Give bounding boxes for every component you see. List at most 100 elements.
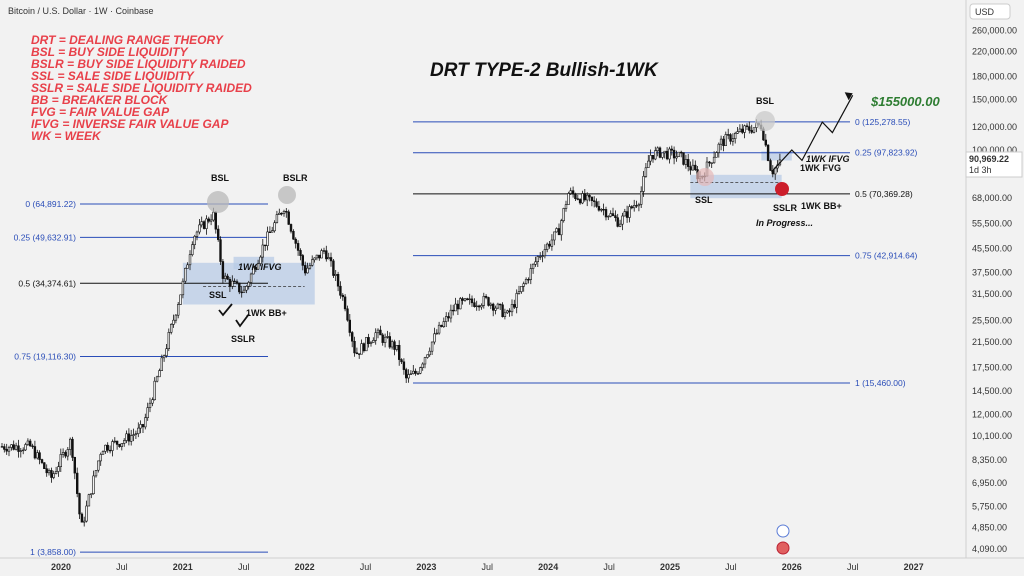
candle-body-233 — [548, 243, 551, 247]
time-tick-9: Jul — [603, 562, 615, 572]
candle-body-179 — [421, 363, 424, 369]
candle-body-103 — [242, 289, 246, 293]
candles-layer — [0, 119, 782, 527]
currency-badge[interactable] — [969, 3, 1011, 20]
candle-body-95 — [224, 275, 227, 279]
price-axis[interactable]: 260,000.00 220,000.00 180,000.00 150,000.00… — [972, 26, 1017, 554]
candle-body-111 — [261, 244, 264, 258]
bslr-label: BSLR — [283, 173, 308, 183]
candle-body-304 — [715, 152, 718, 158]
candle-body-166 — [390, 341, 394, 348]
candle-body-42 — [99, 454, 102, 462]
candle-body-119 — [280, 212, 283, 215]
candle-body-26 — [61, 452, 65, 455]
legend-line-8: WK = WEEK — [31, 129, 102, 143]
candle-body-164 — [386, 336, 389, 338]
last-price-tag[interactable] — [965, 151, 1023, 178]
price-tick-7: 55,500.00 — [972, 219, 1012, 229]
candle-body-5 — [12, 444, 15, 450]
price-tick-20: 4,850.00 — [972, 523, 1007, 533]
candle-body-197 — [463, 298, 467, 301]
candle-body-256 — [602, 209, 605, 211]
candle-body-326 — [766, 144, 770, 161]
candle-body-43 — [101, 451, 105, 455]
candle-body-121 — [285, 211, 288, 213]
candle-body-93 — [219, 239, 222, 262]
sslr-right-dot — [775, 182, 789, 196]
candle-body-215 — [506, 310, 509, 314]
candle-body-46 — [108, 449, 112, 452]
time-tick-6: 2023 — [416, 562, 436, 572]
candle-body-30 — [71, 438, 74, 458]
candle-body-132 — [310, 259, 314, 266]
candle-body-147 — [346, 308, 349, 321]
candle-body-144 — [339, 285, 342, 296]
right-fib-label-4: 1 (15,460.00) — [855, 378, 906, 388]
currency-label: USD — [975, 7, 995, 17]
candle-body-31 — [73, 456, 77, 474]
candle-body-184 — [433, 333, 436, 343]
candle-body-186 — [437, 324, 441, 334]
candle-body-110 — [259, 256, 262, 264]
candle-body-282 — [663, 150, 666, 154]
candle-body-15 — [36, 452, 39, 459]
candle-body-275 — [647, 160, 650, 169]
candle-body-150 — [353, 340, 356, 354]
candle-body-126 — [296, 243, 300, 251]
price-tick-11: 25,500.00 — [972, 316, 1012, 326]
candle-body-249 — [585, 194, 589, 201]
candle-body-131 — [308, 265, 312, 269]
price-tick-2: 180,000.00 — [972, 72, 1017, 82]
candle-body-312 — [733, 133, 737, 140]
candle-body-307 — [722, 138, 725, 147]
candle-body-55 — [130, 435, 133, 442]
candle-body-228 — [536, 256, 540, 262]
candle-body-212 — [498, 303, 502, 306]
candle-body-226 — [531, 263, 535, 269]
right-fib-label-0: 0 (125,278.55) — [855, 117, 910, 127]
candle-body-170 — [400, 359, 403, 363]
candle-body-202 — [475, 305, 478, 307]
check-mark-ssl — [218, 303, 233, 317]
candle-body-209 — [491, 303, 495, 311]
candle-body-45 — [106, 444, 109, 451]
candle-body-136 — [320, 250, 323, 259]
candle-body-112 — [263, 244, 267, 247]
candle-body-206 — [484, 295, 488, 298]
candle-body-189 — [444, 316, 448, 322]
candle-body-58 — [137, 427, 140, 435]
candle-body-12 — [28, 440, 32, 447]
candle-body-231 — [543, 249, 547, 257]
price-tick-0: 260,000.00 — [972, 26, 1017, 36]
candle-body-108 — [254, 267, 257, 270]
candle-body-161 — [379, 329, 382, 336]
candle-body-13 — [31, 445, 34, 447]
candle-body-188 — [442, 321, 445, 328]
candle-body-102 — [240, 291, 243, 294]
candle-body-293 — [689, 166, 692, 171]
candle-body-301 — [708, 161, 711, 164]
candle-body-77 — [181, 280, 185, 296]
candle-body-260 — [611, 213, 615, 217]
candle-body-191 — [449, 309, 453, 319]
time-axis[interactable]: 2020 Jul 2021 Jul 2022 Jul 2023 Jul 2024 Jul 2025 J… — [51, 562, 924, 572]
candle-body-268 — [630, 206, 634, 209]
candle-body-100 — [235, 281, 239, 284]
candle-body-34 — [80, 513, 84, 523]
symbol-header: Bitcoin / U.S. Dollar · 1W · Coinbase — [8, 6, 154, 16]
candle-body-219 — [515, 293, 518, 308]
candle-body-182 — [428, 350, 431, 356]
candle-body-294 — [691, 164, 695, 171]
candle-body-52 — [123, 440, 126, 444]
candle-body-190 — [447, 316, 450, 319]
candle-body-25 — [59, 454, 63, 467]
candle-body-251 — [590, 196, 594, 202]
candle-body-109 — [256, 263, 260, 270]
candle-body-279 — [656, 147, 659, 151]
candle-body-325 — [764, 139, 768, 146]
candle-body-41 — [97, 460, 100, 471]
candle-body-23 — [54, 471, 58, 474]
candle-body-243 — [571, 190, 575, 195]
